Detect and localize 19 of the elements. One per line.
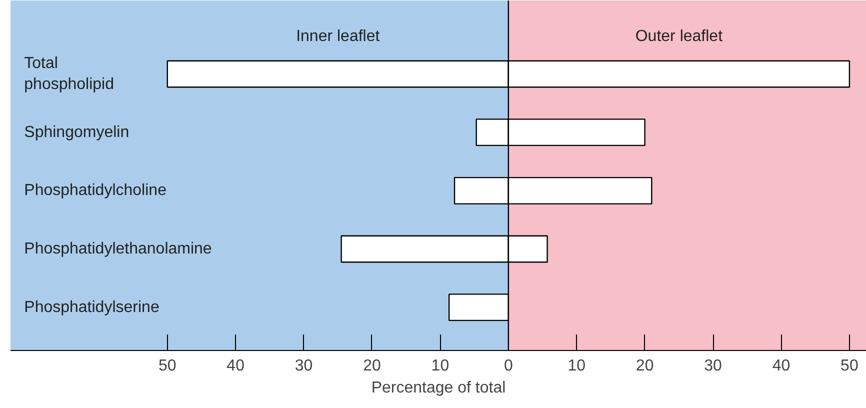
y-tick-label: Sphingomyelin xyxy=(24,124,130,141)
band-label: Outer leaflet xyxy=(635,28,724,46)
x-tick-label: 20 xyxy=(636,358,654,374)
y-tick-label: Total phospholipid xyxy=(24,54,114,94)
x-tick-label: 50 xyxy=(840,358,858,374)
x-tick-label: 30 xyxy=(704,358,722,374)
band-label: Inner leaflet xyxy=(296,28,380,46)
x-tick-label: 40 xyxy=(772,358,790,374)
x-tick-label: 10 xyxy=(431,358,450,374)
x-tick-label: 20 xyxy=(363,358,381,374)
x-axis-title: Percentage of total xyxy=(371,380,506,396)
y-tick-label: Phosphatidylethanolamine xyxy=(24,240,212,258)
x-tick-label: 10 xyxy=(568,358,586,374)
x-tick-label: 50 xyxy=(158,358,176,374)
x-tick-label: 40 xyxy=(226,358,245,374)
y-tick-label: Phosphatidylcholine xyxy=(24,182,167,200)
x-tick-label: 30 xyxy=(294,358,313,374)
x-tick-label: 0 xyxy=(504,358,513,374)
y-tick-label: Phosphatidylserine xyxy=(24,298,160,316)
